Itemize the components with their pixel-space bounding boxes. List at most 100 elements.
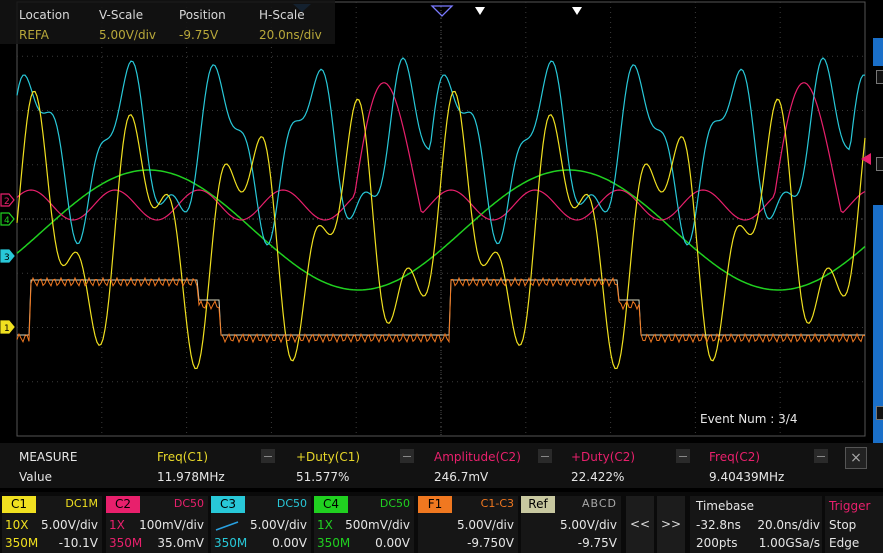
ref-info-header-position: Position [179,8,226,22]
ref-tag: Ref [521,496,555,513]
measure-label-3[interactable]: Amplitude(C2) [434,450,521,464]
measure-label-2[interactable]: +Duty(C1) [296,450,361,464]
side-handle-2[interactable] [876,157,883,171]
timebase-points: 200pts [696,536,738,550]
event-marker-1 [475,7,485,15]
timebase-sample-rate: 1.00GSa/s [758,536,820,550]
math-f1-tag: F1 [418,496,452,513]
markers: 2 4 3 1 [0,4,871,334]
channel-c2-panel[interactable]: C2 DC50 1X 100mV/div 350M 35.0mV [106,496,208,553]
channel-c2-probe: 1X [109,518,125,532]
trigger-mode: Stop [829,518,857,532]
measure-label-5[interactable]: Freq(C2) [709,450,761,464]
channel-c4-panel[interactable]: C4 DC50 1X 500mV/div 350M 0.00V [314,496,414,553]
ref-panel[interactable]: Ref ABCD 5.00V/div -9.75V [521,496,621,553]
channel-c1-scale: 5.00V/div [40,518,98,532]
channel-c1-bw: 350M [5,536,39,550]
channel-c1-tag: C1 [2,496,36,513]
channel-c1-offset: -10.1V [58,536,98,550]
channel-c4-offset: 0.00V [375,536,410,550]
timebase-panel[interactable]: Timebase -32.8ns 20.0ns/div 200pts 1.00G… [690,496,822,553]
measure-label-1[interactable]: Freq(C1) [157,450,209,464]
measure-remove-4[interactable] [676,449,690,463]
trigger-title: Trigger [829,499,871,513]
channel-marker-3[interactable] [0,249,15,263]
close-icon[interactable]: × [845,447,867,469]
traces [16,57,866,370]
channel-c4-probe: 1X [317,518,333,532]
trigger-level-marker[interactable] [861,153,871,165]
channel-marker-2[interactable] [0,193,15,207]
channel-c4-tag: C4 [314,496,348,513]
channel-c1-coupling: DC1M [65,497,98,510]
math-f1-expression: C1-C3 [480,497,514,510]
channel-c2-offset: 35.0mV [157,536,204,550]
trace-c3-cyan [16,57,866,246]
channel-c2-scale: 100mV/div [139,518,204,532]
trace-c1-yellow [16,90,866,370]
channel-c3-coupling: DC50 [276,497,307,510]
measure-value-4: 22.422% [571,470,625,484]
channel-c4-bw: 350M [317,536,351,550]
channel-c3-panel[interactable]: C3 DC50 5.00V/div 350M 0.00V [211,496,311,553]
side-tab-upper[interactable] [873,38,883,66]
side-handle-1[interactable] [876,70,883,84]
side-tab-lower[interactable] [873,205,883,445]
measure-remove-1[interactable] [261,449,275,463]
ref-info-header-vscale: V-Scale [99,8,144,22]
channel-c3-scale: 5.00V/div [249,518,307,532]
timebase-scale: 20.0ns/div [757,518,820,532]
measure-label-4[interactable]: +Duty(C2) [571,450,636,464]
ref-offset: -9.75V [577,536,617,550]
channel-marker-1[interactable] [0,320,15,334]
channel-c3-tag: C3 [211,496,245,513]
channel-c2-bw: 350M [109,536,143,550]
probe-slope-icon [215,521,239,531]
channel-marker-label-1: 1 [4,324,10,334]
next-page-button[interactable]: >> [657,496,685,553]
ref-info-header-hscale: H-Scale [259,8,305,22]
channel-c2-coupling: DC50 [173,497,204,510]
waveform-display: 2 4 3 1 [0,1,871,437]
timebase-title: Timebase [696,499,754,513]
math-f1-panel[interactable]: F1 C1-C3 5.00V/div -9.750V [418,496,518,553]
channel-c4-coupling: DC50 [379,497,410,510]
measure-panel: MEASURE Value Freq(C1) 11.978MHz +Duty(C… [0,443,883,488]
channel-c3-offset: 0.00V [272,536,307,550]
trace-f1-orange [16,276,866,344]
channel-c1-probe: 10X [5,518,29,532]
trigger-panel[interactable]: Trigger Stop Edge [825,496,883,553]
measure-remove-5[interactable] [814,449,828,463]
event-marker-2 [572,7,582,15]
math-f1-scale: 5.00V/div [456,518,514,532]
ref-info-location: REFA [19,28,49,42]
event-number: Event Num : 3/4 [700,412,798,426]
trace-c2-pink [16,82,866,221]
math-f1-offset: -9.750V [467,536,514,550]
timebase-delay: -32.8ns [696,518,741,532]
channel-c4-scale: 500mV/div [345,518,410,532]
ref-info-hscale: 20.0ns/div [259,28,322,42]
ref-scale: 5.00V/div [559,518,617,532]
measure-title: MEASURE [19,450,78,464]
ref-info-vscale: 5.00V/div [99,28,157,42]
ref-info-header-location: Location [19,8,70,22]
prev-page-button[interactable]: << [626,496,654,553]
side-handle-3[interactable] [876,406,883,420]
measure-value-5: 9.40439MHz [709,470,785,484]
channel-marker-label-2: 2 [4,197,10,207]
measure-remove-3[interactable] [538,449,552,463]
channel-c3-bw: 350M [214,536,248,550]
measure-value-1: 11.978MHz [157,470,225,484]
ref-info-position: -9.75V [179,28,219,42]
channel-marker-label-3: 3 [4,253,10,263]
channel-marker-4[interactable] [0,212,15,226]
reference-info-overlay: Location V-Scale Position H-Scale REFA 5… [0,0,335,44]
ref-slots: ABCD [581,497,617,510]
trace-c4-green [16,169,866,291]
trigger-position-marker[interactable] [430,5,454,17]
measure-remove-2[interactable] [400,449,414,463]
channel-c1-panel[interactable]: C1 DC1M 10X 5.00V/div 350M -10.1V [2,496,102,553]
graticule [16,1,866,437]
